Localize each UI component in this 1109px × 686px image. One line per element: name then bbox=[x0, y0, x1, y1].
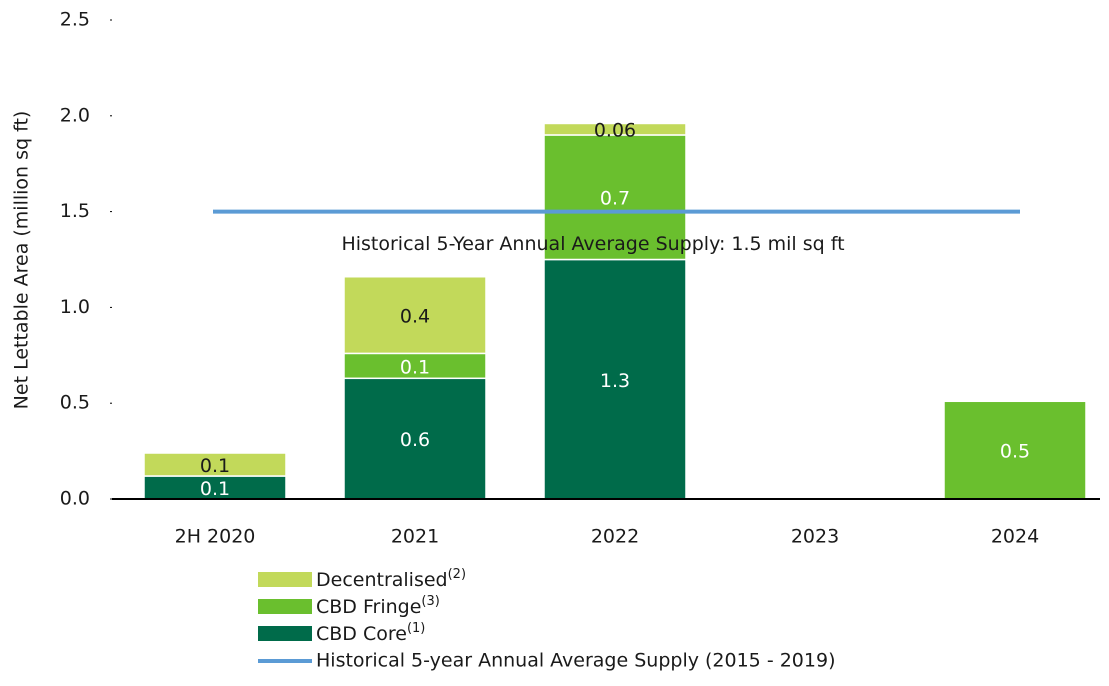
legend-label: CBD Core(1) bbox=[316, 621, 425, 645]
y-tick-label: 2.5 bbox=[60, 9, 90, 31]
legend-name: Decentralised bbox=[316, 569, 448, 591]
x-tick-label: 2022 bbox=[591, 526, 639, 548]
data-label: 0.7 bbox=[600, 188, 630, 210]
data-label: 0.4 bbox=[400, 306, 430, 328]
y-tick-label: 2.0 bbox=[60, 104, 90, 126]
legend-swatch bbox=[258, 626, 312, 641]
y-tick-label: 0.0 bbox=[60, 488, 90, 510]
legend-name: CBD Fringe bbox=[316, 596, 421, 618]
y-tick-label: 1.0 bbox=[60, 296, 90, 318]
data-label: 1.3 bbox=[600, 370, 630, 392]
data-label: 0.1 bbox=[400, 356, 430, 378]
legend-superscript: (3) bbox=[421, 594, 439, 609]
data-label: 0.06 bbox=[594, 120, 636, 142]
x-tick-label: 2023 bbox=[791, 526, 839, 548]
x-tick-label: 2024 bbox=[991, 526, 1039, 548]
legend-label: CBD Fringe(3) bbox=[316, 594, 440, 618]
bar-segment bbox=[343, 275, 487, 355]
y-tick-label: 0.5 bbox=[60, 392, 90, 414]
y-tick-label: 1.5 bbox=[60, 200, 90, 222]
bar-segment bbox=[543, 134, 687, 261]
legend-label: Decentralised(2) bbox=[316, 567, 466, 591]
legend-swatch bbox=[258, 572, 312, 587]
legend-superscript: (2) bbox=[448, 567, 466, 582]
data-label: 0.1 bbox=[200, 478, 230, 500]
bar-segment bbox=[343, 377, 487, 500]
y-axis-label: Net Lettable Area (million sq ft) bbox=[11, 111, 33, 410]
data-label: 0.6 bbox=[400, 429, 430, 451]
legend-name: CBD Core bbox=[316, 623, 407, 645]
data-label: 0.1 bbox=[200, 455, 230, 477]
bar-segment bbox=[943, 400, 1087, 500]
legend-swatch bbox=[258, 599, 312, 614]
legend-label: Historical 5-year Annual Average Supply … bbox=[316, 650, 835, 672]
x-tick-label: 2021 bbox=[391, 526, 439, 548]
legend-superscript: (1) bbox=[407, 621, 425, 636]
bar-segment bbox=[143, 452, 287, 477]
bar-segment bbox=[543, 122, 687, 136]
reference-annotation: Historical 5-Year Annual Average Supply:… bbox=[341, 233, 844, 255]
data-label: 0.5 bbox=[1000, 441, 1030, 463]
x-tick-label: 2H 2020 bbox=[175, 526, 256, 548]
